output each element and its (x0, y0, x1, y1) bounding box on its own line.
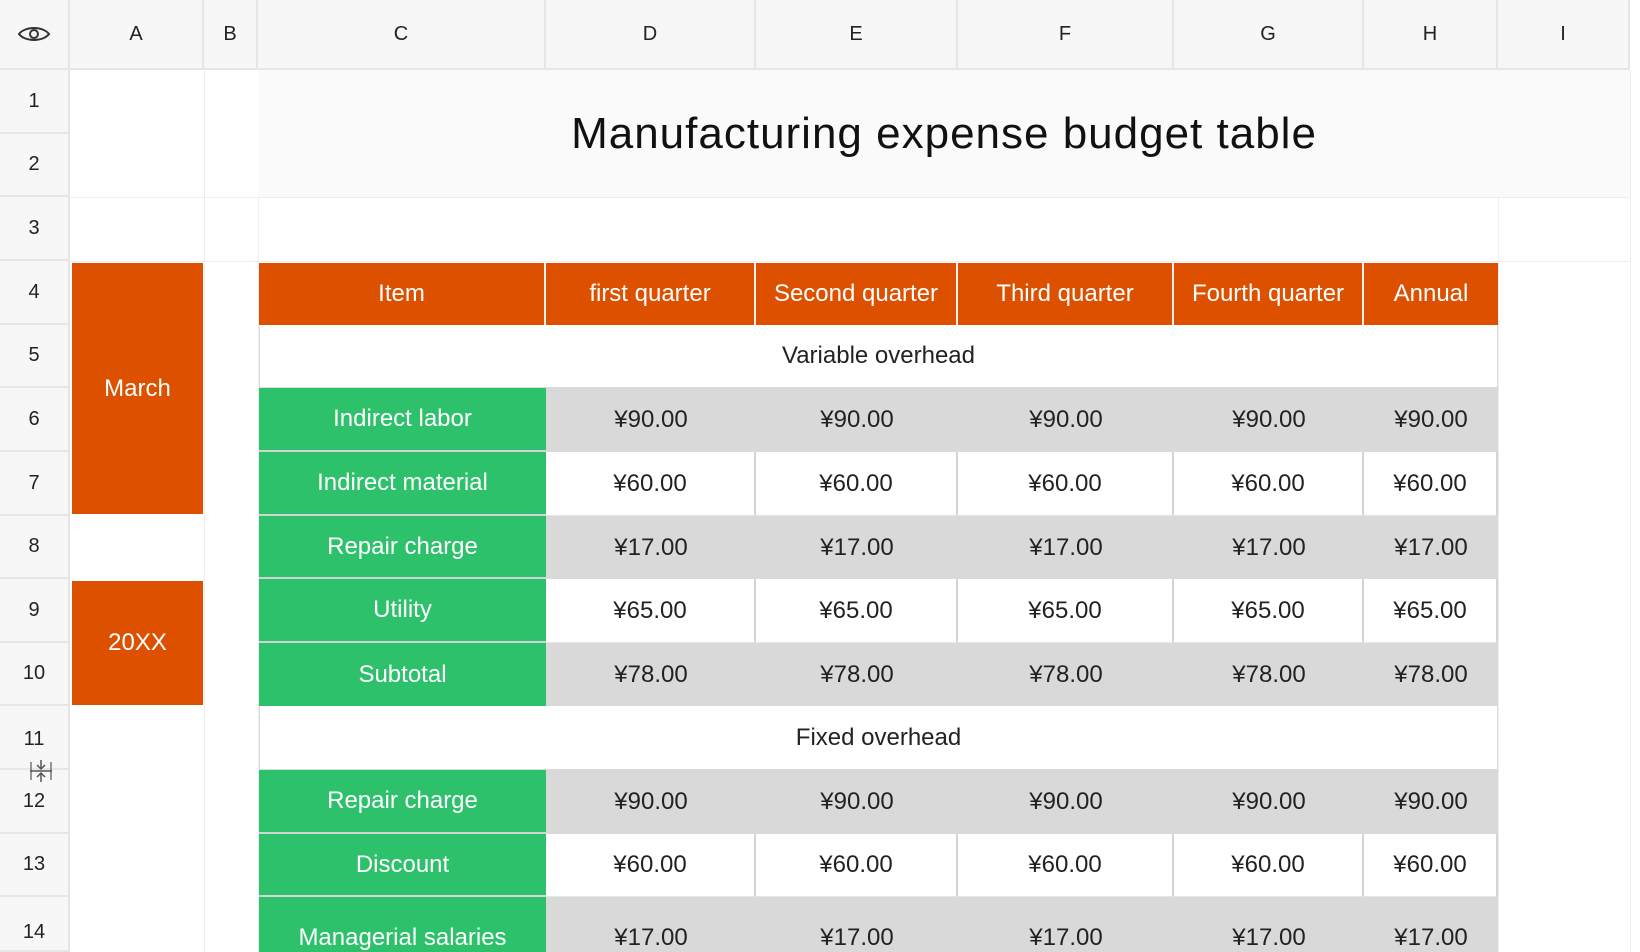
value-cell[interactable]: ¥65.00 (546, 579, 756, 643)
column-header-f[interactable]: F (958, 0, 1174, 70)
header-first-quarter[interactable]: first quarter (546, 263, 756, 325)
value-cell[interactable]: ¥60.00 (1364, 834, 1498, 897)
header-annual[interactable]: Annual (1364, 263, 1498, 325)
item-cell[interactable]: Repair charge (259, 516, 546, 579)
value-cell[interactable]: ¥65.00 (1364, 579, 1498, 643)
section-fixed-overhead[interactable]: Fixed overhead (259, 706, 1498, 770)
item-cell[interactable]: Discount (259, 834, 546, 897)
value-cell[interactable]: ¥60.00 (958, 834, 1174, 897)
value-cell[interactable]: ¥60.00 (546, 834, 756, 897)
item-cell[interactable]: Subtotal (259, 643, 546, 706)
row-header-7[interactable]: 7 (0, 452, 70, 516)
header-item[interactable]: Item (259, 263, 546, 325)
value-cell[interactable]: ¥60.00 (756, 834, 958, 897)
value-cell[interactable]: ¥60.00 (958, 452, 1174, 516)
column-header-b[interactable]: B (204, 0, 258, 70)
header-fourth-quarter[interactable]: Fourth quarter (1174, 263, 1364, 325)
eye-icon[interactable] (17, 24, 51, 44)
value-cell[interactable]: ¥78.00 (546, 643, 756, 706)
value-cell[interactable]: ¥17.00 (546, 516, 756, 579)
value-cell[interactable]: ¥78.00 (1364, 643, 1498, 706)
value-cell[interactable]: ¥17.00 (756, 516, 958, 579)
value-cell[interactable]: ¥90.00 (546, 388, 756, 452)
row-header-9[interactable]: 9 (0, 579, 70, 643)
row-header-2[interactable]: 2 (0, 134, 70, 197)
value-cell[interactable]: ¥17.00 (1174, 516, 1364, 579)
year-label[interactable]: 20XX (72, 581, 203, 705)
value-cell[interactable]: ¥90.00 (756, 388, 958, 452)
value-cell[interactable]: ¥17.00 (1364, 516, 1498, 579)
row-header-4[interactable]: 4 (0, 261, 70, 325)
item-cell[interactable]: Utility (259, 579, 546, 643)
value-cell[interactable]: ¥90.00 (1174, 388, 1364, 452)
value-cell[interactable]: ¥17.00 (756, 897, 958, 952)
row-header-13[interactable]: 13 (0, 834, 70, 897)
column-header-g[interactable]: G (1174, 0, 1364, 70)
section-variable-overhead[interactable]: Variable overhead (259, 325, 1498, 388)
row-header-5[interactable]: 5 (0, 325, 70, 388)
column-header-h[interactable]: H (1364, 0, 1498, 70)
value-cell[interactable]: ¥78.00 (958, 643, 1174, 706)
column-header-c[interactable]: C (258, 0, 546, 70)
value-cell[interactable]: ¥17.00 (958, 516, 1174, 579)
header-third-quarter[interactable]: Third quarter (958, 263, 1174, 325)
column-header-d[interactable]: D (546, 0, 756, 70)
row-header-10[interactable]: 10 (0, 643, 70, 706)
value-cell[interactable]: ¥65.00 (958, 579, 1174, 643)
item-cell[interactable]: Indirect labor (259, 388, 546, 452)
header-second-quarter[interactable]: Second quarter (756, 263, 958, 325)
row-header-11[interactable]: 11 (0, 706, 70, 770)
item-cell[interactable]: Indirect material (259, 452, 546, 516)
row-header-1[interactable]: 1 (0, 70, 70, 134)
item-cell[interactable]: Managerial salaries (259, 897, 546, 952)
row-header-8[interactable]: 8 (0, 516, 70, 579)
value-cell[interactable]: ¥90.00 (1364, 770, 1498, 834)
sheet-title[interactable]: Manufacturing expense budget table (258, 70, 1630, 197)
column-header-i[interactable]: I (1498, 0, 1630, 70)
value-cell[interactable]: ¥60.00 (1174, 452, 1364, 516)
value-cell[interactable]: ¥90.00 (546, 770, 756, 834)
row-header-6[interactable]: 6 (0, 388, 70, 452)
row-resize-icon[interactable] (28, 758, 54, 784)
month-label[interactable]: March (72, 263, 203, 514)
value-cell[interactable]: ¥78.00 (756, 643, 958, 706)
row-header-12[interactable]: 12 (0, 770, 70, 834)
value-cell[interactable]: ¥17.00 (1364, 897, 1498, 952)
value-cell[interactable]: ¥90.00 (756, 770, 958, 834)
select-all-corner[interactable] (0, 0, 70, 70)
column-header-a[interactable]: A (70, 0, 204, 70)
value-cell[interactable]: ¥17.00 (546, 897, 756, 952)
item-cell[interactable]: Repair charge (259, 770, 546, 834)
value-cell[interactable]: ¥65.00 (1174, 579, 1364, 643)
value-cell[interactable]: ¥90.00 (958, 770, 1174, 834)
value-cell[interactable]: ¥60.00 (756, 452, 958, 516)
value-cell[interactable]: ¥17.00 (1174, 897, 1364, 952)
row-header-3[interactable]: 3 (0, 197, 70, 261)
value-cell[interactable]: ¥90.00 (1364, 388, 1498, 452)
column-header-e[interactable]: E (756, 0, 958, 70)
value-cell[interactable]: ¥90.00 (1174, 770, 1364, 834)
value-cell[interactable]: ¥90.00 (958, 388, 1174, 452)
value-cell[interactable]: ¥60.00 (546, 452, 756, 516)
value-cell[interactable]: ¥60.00 (1364, 452, 1498, 516)
row-header-14[interactable]: 14 (0, 897, 70, 952)
value-cell[interactable]: ¥17.00 (958, 897, 1174, 952)
value-cell[interactable]: ¥60.00 (1174, 834, 1364, 897)
value-cell[interactable]: ¥78.00 (1174, 643, 1364, 706)
value-cell[interactable]: ¥65.00 (756, 579, 958, 643)
